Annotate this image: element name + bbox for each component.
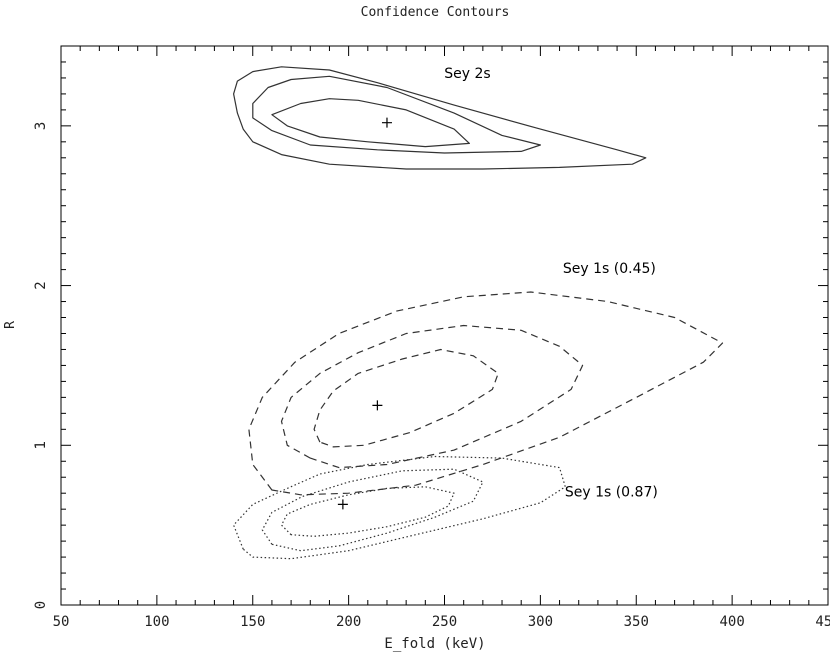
x-tick-label: 200 xyxy=(336,614,361,630)
series-label: Sey 1s (0.45) xyxy=(563,261,656,277)
plot-frame xyxy=(60,45,829,606)
contour-line xyxy=(271,98,470,148)
y-tick-label: 0 xyxy=(33,601,49,609)
x-tick-label: 450 xyxy=(815,614,830,630)
x-tick-label: 400 xyxy=(719,614,744,630)
axis-ticks xyxy=(60,45,829,606)
x-tick-label: 100 xyxy=(144,614,169,630)
best-fit-marker xyxy=(381,117,392,128)
series-dotted xyxy=(233,455,566,560)
x-tick-labels: 50 100 150 200 250 300 350 400 450 xyxy=(53,614,830,630)
contour-line xyxy=(280,486,455,537)
y-tick-label: 1 xyxy=(33,441,49,449)
y-tick-labels: 0 1 2 3 xyxy=(33,122,49,610)
x-tick-label: 350 xyxy=(624,614,649,630)
contour-line xyxy=(233,66,647,170)
x-tick-label: 250 xyxy=(432,614,457,630)
x-tick-label: 300 xyxy=(528,614,553,630)
best-fit-marker xyxy=(337,499,348,510)
x-axis-label: E_fold (keV) xyxy=(384,636,485,652)
series-annotations: Sey 2s Sey 1s (0.45) Sey 1s (0.87) xyxy=(444,66,658,500)
contour-line xyxy=(248,291,724,496)
y-tick-label: 3 xyxy=(33,122,49,130)
contour-line xyxy=(252,75,542,154)
series-dashed xyxy=(248,291,724,496)
x-tick-label: 150 xyxy=(240,614,265,630)
contour-series xyxy=(233,66,724,560)
chart-title: Confidence Contours xyxy=(361,5,510,20)
contour-line xyxy=(313,348,499,448)
y-tick-label: 2 xyxy=(33,281,49,289)
contour-line xyxy=(233,455,566,560)
series-label: Sey 2s xyxy=(444,66,490,82)
series-label: Sey 1s (0.87) xyxy=(565,484,658,500)
y-axis-label: R xyxy=(3,321,18,329)
best-fit-marker xyxy=(372,400,383,411)
x-tick-label: 50 xyxy=(53,614,70,630)
series-solid xyxy=(233,66,647,170)
contour-line xyxy=(261,468,484,552)
contour-line xyxy=(280,324,584,469)
